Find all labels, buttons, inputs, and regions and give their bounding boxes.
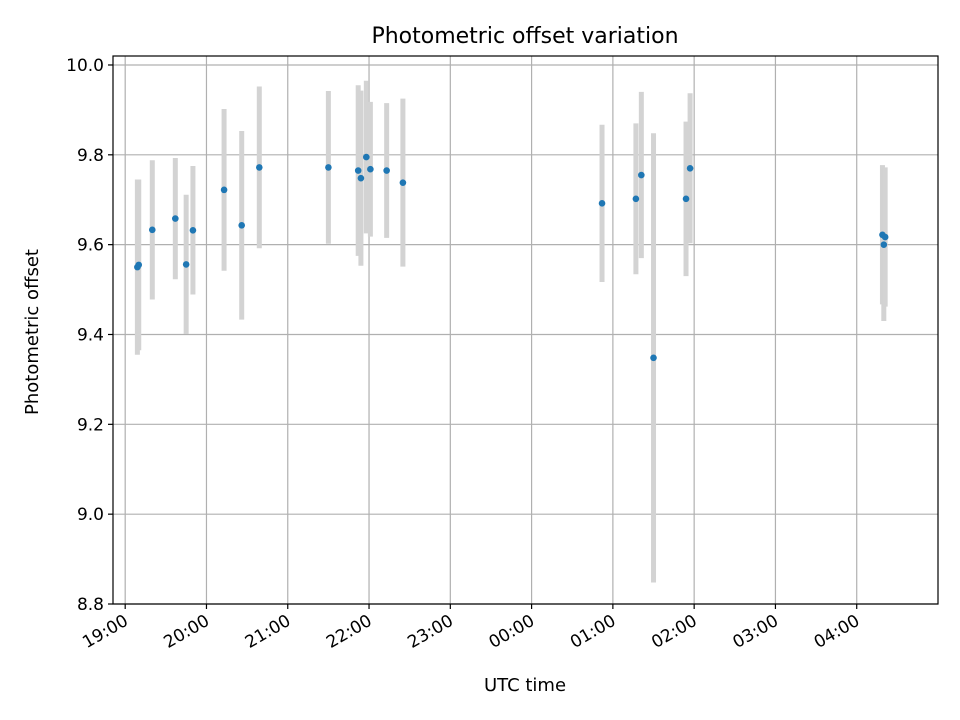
grid <box>113 56 938 605</box>
x-tick-label: 23:00 <box>404 611 456 653</box>
x-tick-label: 20:00 <box>161 611 213 653</box>
data-point <box>135 261 143 269</box>
x-axis-label: UTC time <box>484 675 566 696</box>
data-point <box>367 165 374 173</box>
y-tick-label: 9.6 <box>77 236 104 256</box>
data-point <box>682 195 690 203</box>
x-tick-label: 01:00 <box>567 611 619 653</box>
x-tick-label: 03:00 <box>730 611 782 653</box>
data-point <box>881 233 889 241</box>
data-point <box>650 354 657 362</box>
y-tick-label: 9.8 <box>77 146 104 166</box>
y-tick-label: 9.0 <box>77 505 104 525</box>
data-point <box>182 261 190 268</box>
x-axis-ticks: 19:00 20:00 21:00 22:00 23:00 00:00 01:00 02:00… <box>79 604 863 653</box>
data-point <box>172 215 179 222</box>
x-tick-label: 22:00 <box>323 611 375 653</box>
data-point <box>357 174 365 182</box>
y-axis-ticks: 8.8 9.0 9.2 9.4 9.6 9.8 10.0 <box>66 56 113 615</box>
data-point <box>189 226 197 234</box>
data-point <box>686 164 694 172</box>
y-tick-label: 10.0 <box>66 56 104 76</box>
x-tick-label: 21:00 <box>242 611 294 653</box>
x-tick-label: 19:00 <box>79 611 131 653</box>
data-points <box>134 153 889 362</box>
data-point <box>632 195 640 203</box>
x-tick-label: 02:00 <box>648 611 700 653</box>
data-point <box>399 179 407 186</box>
y-tick-label: 9.2 <box>77 415 104 435</box>
x-tick-label: 04:00 <box>811 611 863 653</box>
data-point <box>383 167 390 174</box>
data-point <box>638 171 645 179</box>
x-tick-label: 00:00 <box>486 611 538 653</box>
data-point <box>880 241 888 248</box>
y-axis-label: Photometric offset <box>22 249 43 415</box>
data-point <box>363 153 370 161</box>
data-point <box>256 164 263 171</box>
data-point <box>220 186 228 194</box>
data-point <box>238 222 245 229</box>
data-point <box>598 200 606 207</box>
data-point <box>325 164 332 171</box>
data-point <box>354 167 362 174</box>
y-tick-label: 8.8 <box>77 595 104 615</box>
plot-frame <box>112 55 939 605</box>
chart-title: Photometric offset variation <box>371 24 678 49</box>
y-tick-label: 9.4 <box>77 325 104 345</box>
data-point <box>148 226 156 234</box>
error-bars <box>134 80 888 583</box>
